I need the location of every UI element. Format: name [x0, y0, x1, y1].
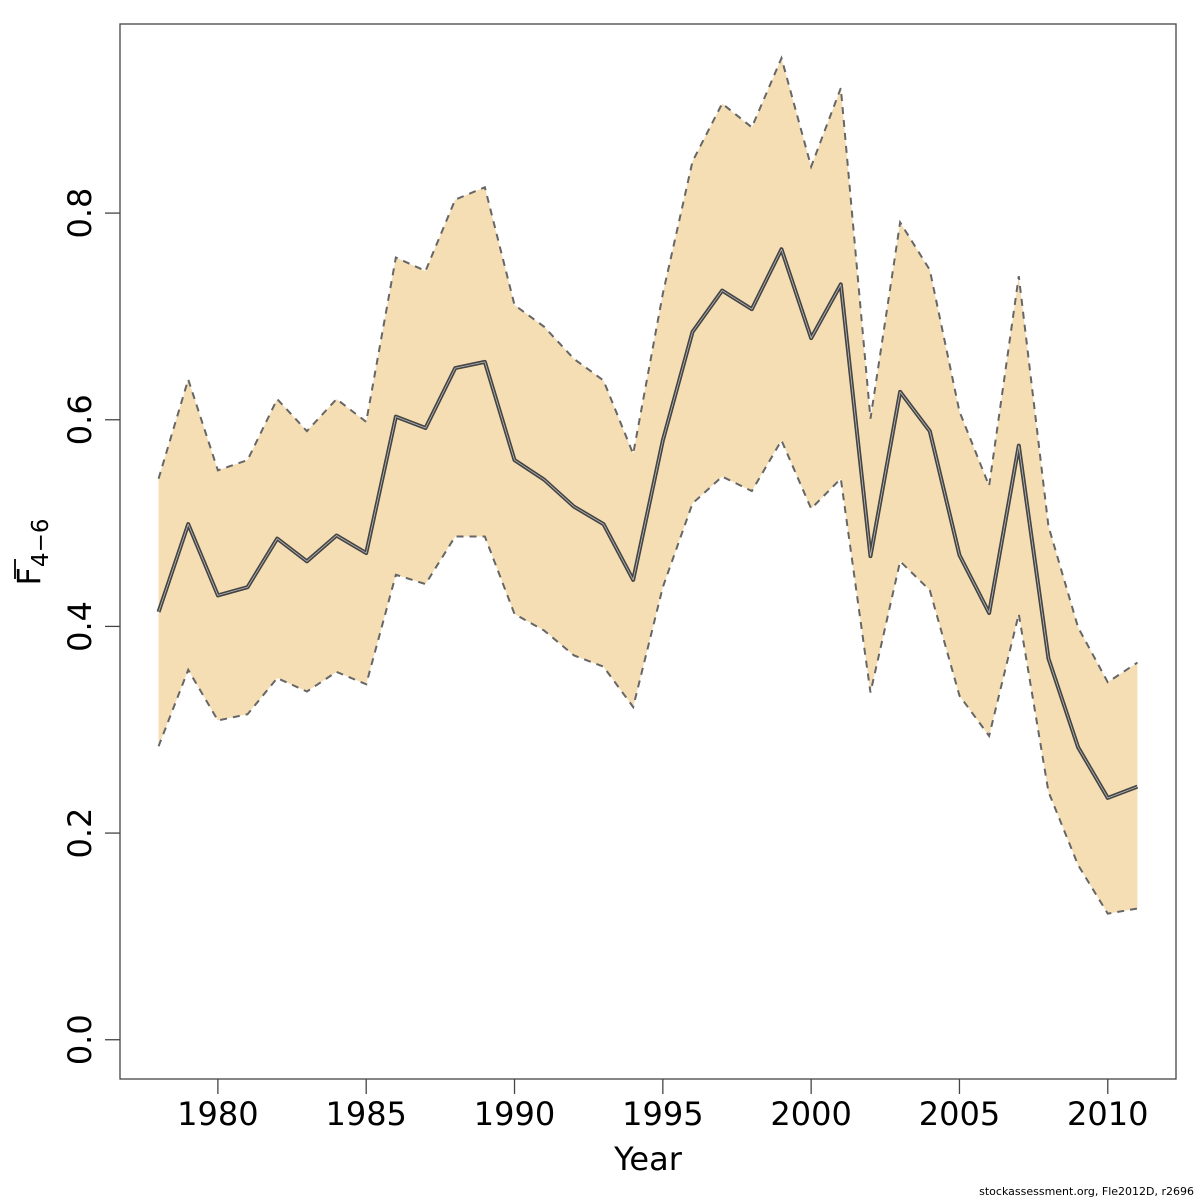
svg-text:F4−6: F4−6 [10, 519, 54, 586]
x-tick-label: 1990 [474, 1095, 555, 1133]
x-tick-label: 2010 [1067, 1095, 1148, 1133]
x-tick-label: 1980 [177, 1095, 258, 1133]
y-axis-title-main: F [10, 567, 48, 585]
x-tick-label: 2000 [770, 1095, 851, 1133]
y-tick-label: 0.8 [61, 188, 99, 239]
x-tick-label: 1995 [622, 1095, 703, 1133]
series-line-layer [156, 55, 1139, 915]
footer-credit: stockassessment.org, Fle2012D, r2696 [979, 1185, 1194, 1198]
estimate-line-inner [158, 248, 1138, 799]
plot-frame [119, 23, 1177, 1080]
y-tick-label: 0.0 [61, 1014, 99, 1065]
confidence-band-layer [158, 58, 1138, 914]
y-axis: 0.0 0.2 0.4 0.6 0.8 [61, 188, 120, 1065]
upper-bound-line [157, 55, 1138, 684]
x-tick-label: 2005 [919, 1095, 1000, 1133]
x-tick-label: 1985 [325, 1095, 406, 1133]
y-tick-label: 0.6 [61, 394, 99, 445]
lower-bound-line [157, 438, 1138, 915]
y-axis-title: F4−6 [10, 519, 54, 586]
y-tick-label: 0.2 [61, 808, 99, 859]
x-axis-title: Year [613, 1140, 683, 1178]
confidence-band [158, 58, 1138, 914]
y-axis-title-sub: 4−6 [28, 519, 54, 568]
x-axis: 1980 1985 1990 1995 2000 2005 2010 [177, 1079, 1148, 1133]
y-tick-label: 0.4 [61, 601, 99, 652]
